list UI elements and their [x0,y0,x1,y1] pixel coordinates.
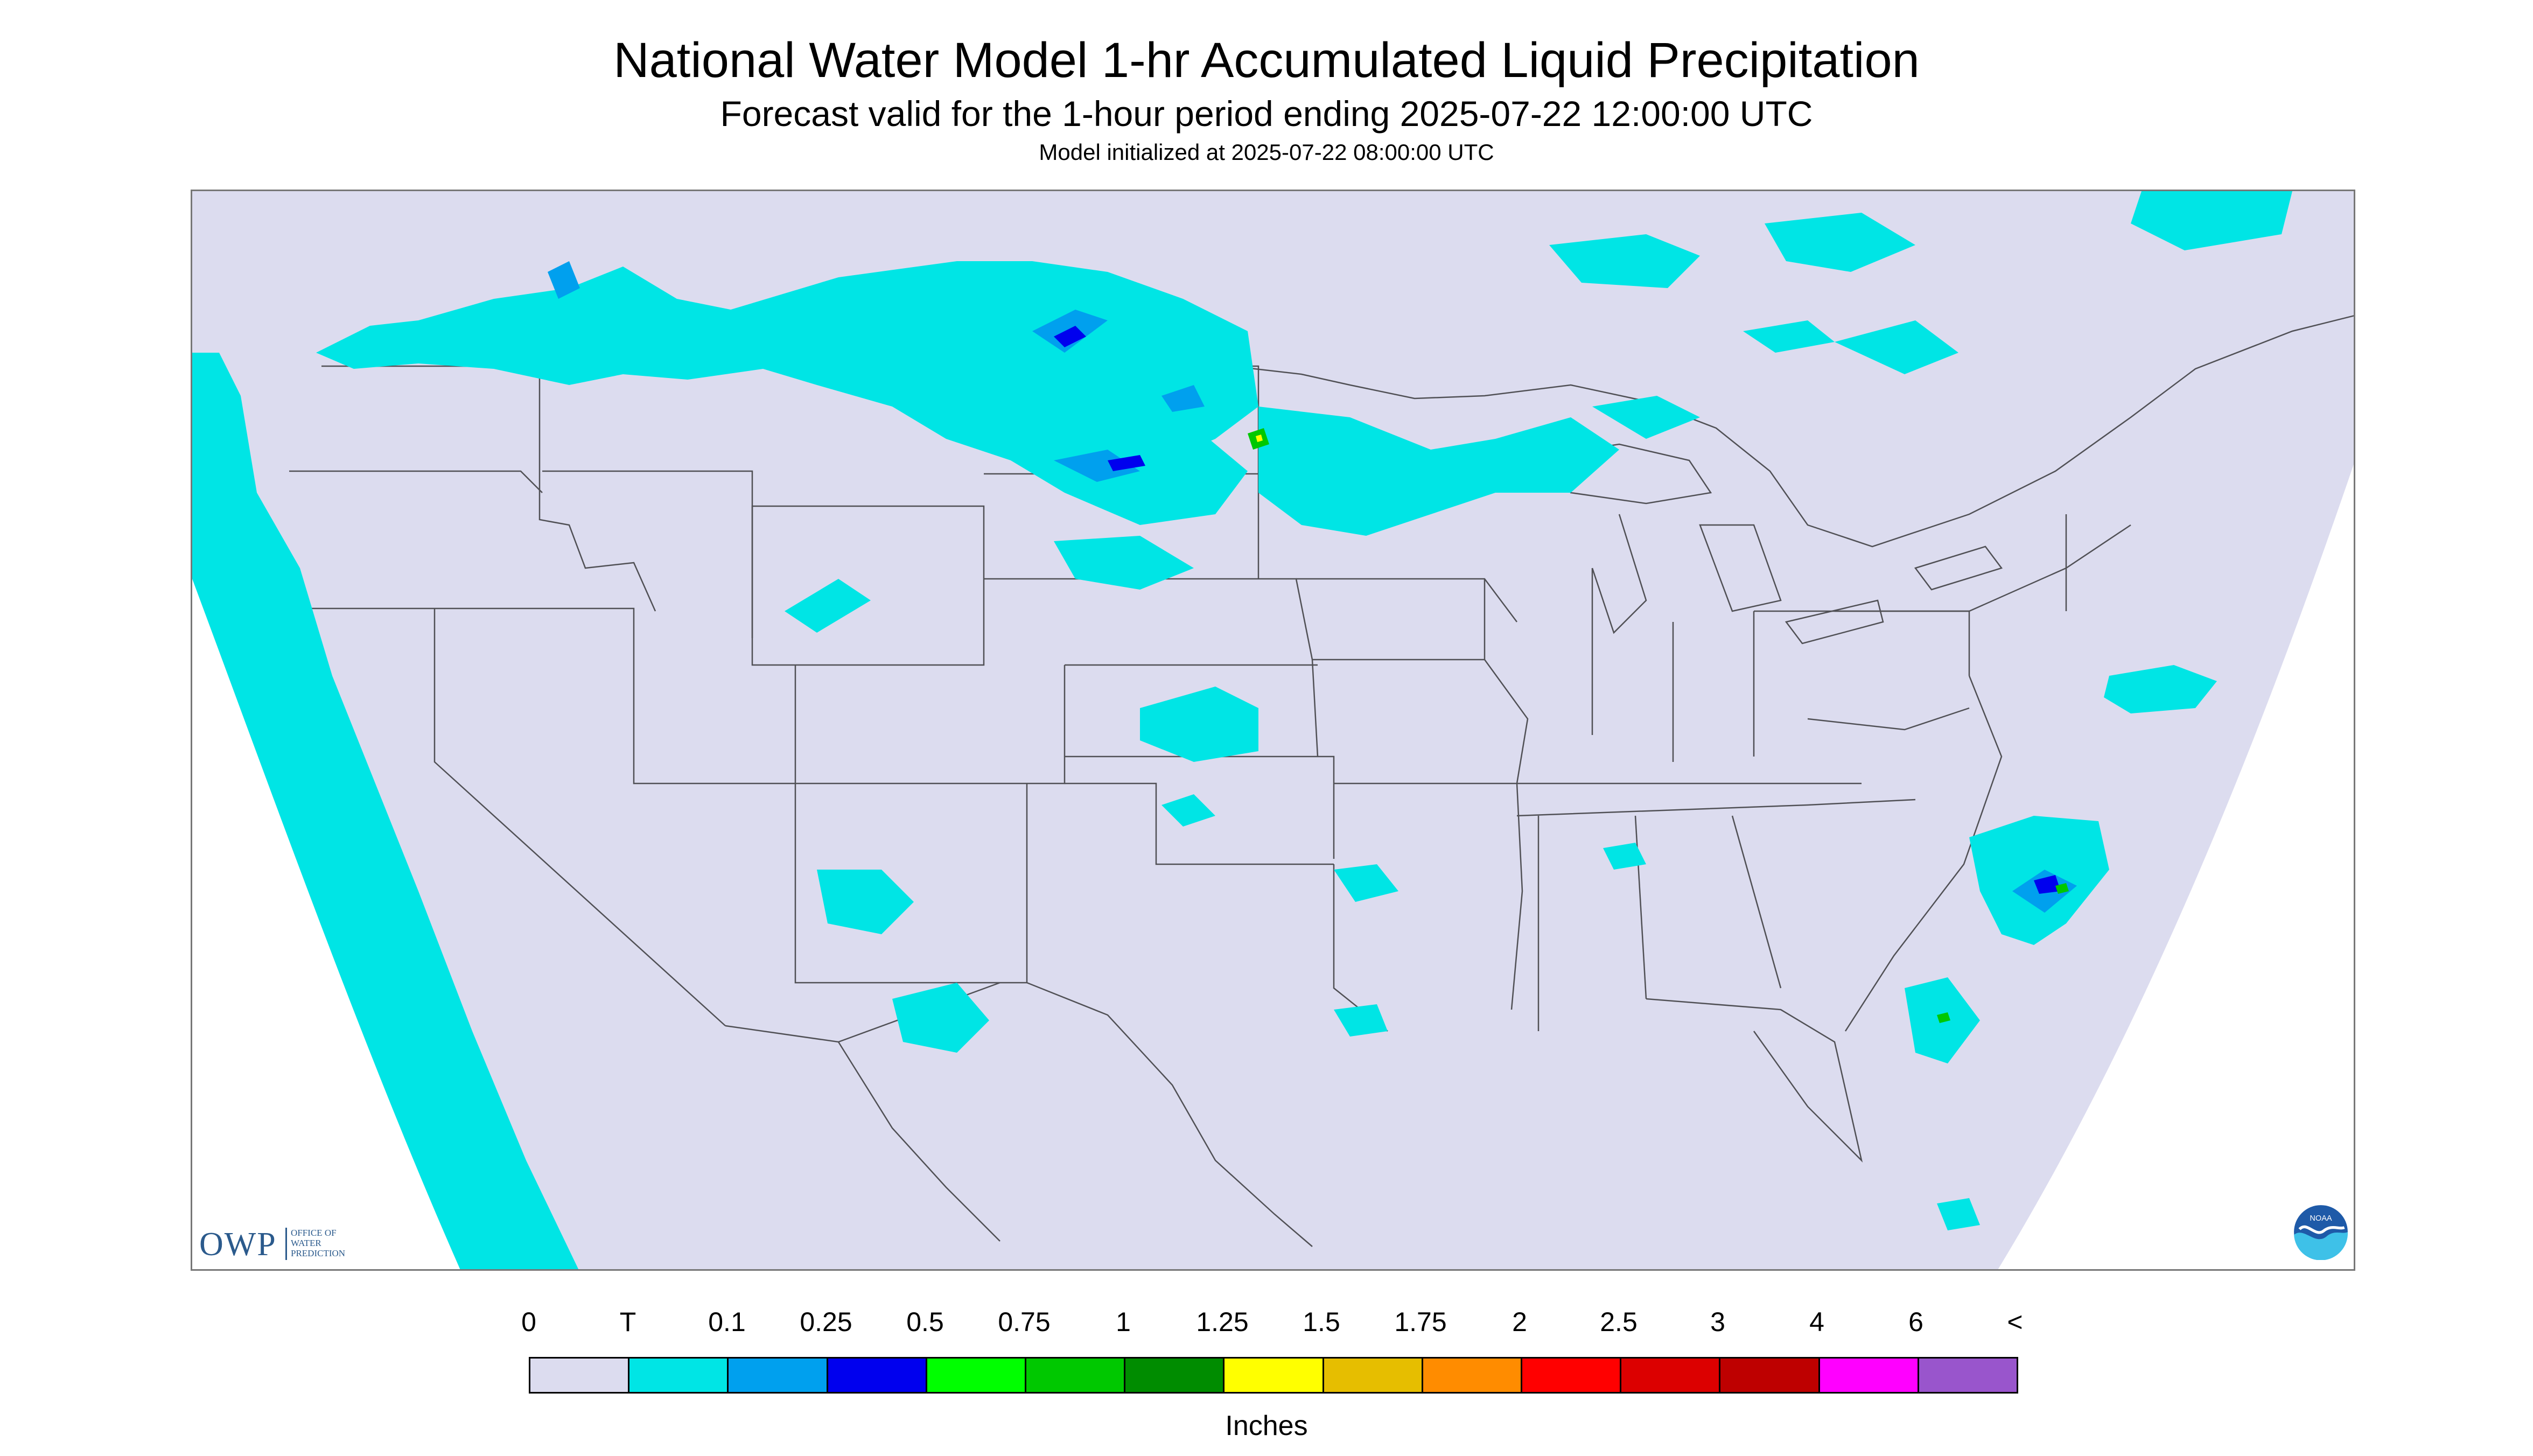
owp-logo-letters: OWP [199,1226,277,1263]
owp-logo-text: OFFICE OF WATER PREDICTION [291,1228,377,1258]
legend-swatch [1919,1359,2017,1392]
legend-color-bar [529,1357,2018,1394]
legend-swatch [828,1359,927,1392]
owp-logo-text-line: PREDICTION [291,1248,346,1258]
owp-logo-text-line: WATER [291,1238,321,1248]
legend-label: 0.1 [708,1307,746,1337]
legend-swatch [1125,1359,1225,1392]
legend-swatch [1423,1359,1523,1392]
legend-swatch [530,1359,630,1392]
trace-precip-areas [192,191,2292,1269]
legend-label: 0 [521,1307,536,1337]
legend-label: 0.5 [906,1307,944,1337]
owp-logo-text-line: OFFICE OF [291,1228,337,1238]
legend-swatch [1324,1359,1423,1392]
model-domain [192,191,2354,1269]
forecast-valid-subtitle: Forecast valid for the 1-hour period end… [720,94,1813,134]
legend-swatch [1026,1359,1126,1392]
model-init-text: Model initialized at 2025-07-22 08:00:00… [1039,139,1494,165]
svg-text:NOAA: NOAA [2310,1214,2332,1223]
legend-swatch [729,1359,828,1392]
heavy-precip-spots [1248,428,2069,1023]
legend-label: 2.5 [1600,1307,1638,1337]
legend-label: 1 [1116,1307,1131,1337]
legend-swatch [1820,1359,1919,1392]
chart-title: National Water Model 1-hr Accumulated Li… [613,33,1920,88]
legend-units: Inches [1225,1410,1308,1441]
legend-labels: 0 T 0.1 0.25 0.5 0.75 1 1.25 1.5 1.75 2 2.5 3 4 6 < [521,1307,2023,1346]
precipitation-map [191,190,2355,1271]
legend-label: 0.75 [998,1307,1051,1337]
moderate-precip-areas [1054,326,2061,894]
legend-swatch [1224,1359,1324,1392]
legend-label: 6 [1908,1307,1923,1337]
legend-swatch [927,1359,1027,1392]
legend-swatch [1621,1359,1721,1392]
legend-label: < [2007,1307,2023,1337]
legend-label: 1.25 [1196,1307,1249,1337]
legend-label: 0.25 [800,1307,852,1337]
legend-label: 4 [1809,1307,1824,1337]
legend-label: 2 [1512,1307,1527,1337]
owp-logo: OWP OFFICE OF WATER PREDICTION [199,1222,372,1265]
owp-logo-divider [285,1228,287,1260]
legend-label: 1.5 [1303,1307,1340,1337]
legend-swatch [1720,1359,1820,1392]
legend-label: 3 [1710,1307,1725,1337]
legend-label: 1.75 [1394,1307,1447,1337]
map-canvas [192,191,2354,1269]
noaa-logo: NOAA [2294,1205,2348,1260]
legend-swatch [1522,1359,1622,1392]
legend-swatch [629,1359,729,1392]
legend-label: T [619,1307,636,1337]
